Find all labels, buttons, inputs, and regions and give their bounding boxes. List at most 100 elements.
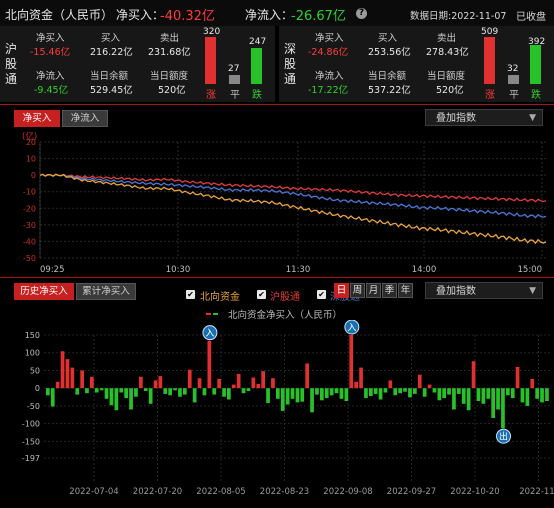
sz-net-inflow-value: -17.22亿 <box>308 85 349 96</box>
period-month[interactable]: 月 <box>366 283 381 298</box>
intraday-xtick-label: 09:25 <box>40 265 65 275</box>
history-bar <box>324 388 329 399</box>
history-bar <box>246 388 251 391</box>
intraday-xtick-label: 11:30 <box>286 265 311 275</box>
flow-marker-circle <box>496 428 512 444</box>
history-bar <box>530 379 535 389</box>
history-bar <box>187 369 192 389</box>
intraday-ytick-label: -20 <box>23 204 36 213</box>
history-bar <box>153 380 158 389</box>
history-bar <box>143 388 148 391</box>
history-ytick-label: 50 <box>30 366 40 375</box>
period-week[interactable]: 周 <box>350 283 365 298</box>
history-bar <box>65 359 70 389</box>
history-bar <box>334 388 339 394</box>
chevron-down-icon: ▼ <box>529 113 536 123</box>
history-bar <box>457 388 461 394</box>
history-overlay-dropdown[interactable]: 叠加指数 ▼ <box>425 282 543 299</box>
sh-down-label: 跌 <box>252 90 262 101</box>
history-bar <box>207 340 212 389</box>
history-bar <box>266 388 270 404</box>
legend-sh-checkbox[interactable]: ✔ <box>257 290 266 299</box>
history-bar <box>178 388 182 397</box>
tab-history-net-buy[interactable]: 历史净买入 <box>14 283 74 300</box>
sh-up-bar <box>205 37 216 84</box>
page-title: 北向资金（人民币） <box>5 8 114 22</box>
legend-down-swatch <box>213 313 218 315</box>
sh-down-count: 247 <box>249 37 267 47</box>
period-year[interactable]: 年 <box>398 283 413 298</box>
legend-sz-checkbox[interactable]: ✔ <box>317 290 326 299</box>
history-bar <box>227 388 231 400</box>
history-bar <box>148 388 153 404</box>
history-bar <box>241 388 246 394</box>
intraday-ytick-label: -10 <box>23 188 36 197</box>
sh-flat-label: 平 <box>230 90 240 101</box>
history-bar <box>124 388 128 399</box>
history-bar <box>300 388 305 402</box>
sh-connect-title: 沪股通 <box>4 42 17 86</box>
history-bar <box>320 388 324 401</box>
history-bar <box>168 388 172 396</box>
history-bar <box>525 388 530 406</box>
legend-sh-label: 沪股通 <box>270 292 300 303</box>
intraday-lines <box>39 173 547 245</box>
history-bar <box>99 388 104 391</box>
sh-flat-count: 27 <box>228 64 240 74</box>
flow-marker-circle <box>202 325 218 341</box>
flow-marker-label: 入 <box>205 328 214 339</box>
tab-cumulative-net-buy[interactable]: 累计净买入 <box>76 283 136 300</box>
sh-buy-label: 买入 <box>101 33 121 44</box>
history-bar <box>261 371 265 389</box>
history-grid <box>44 334 552 483</box>
period-quarter[interactable]: 季 <box>382 283 397 298</box>
intraday-ytick-label: 10 <box>26 155 36 164</box>
info-icon[interactable]: ? <box>356 8 367 19</box>
intraday-chart: (亿) 20 10 0 -10 -20 -30 -40 -50 09:25 10:30 11:30… <box>22 131 547 275</box>
net-buy-label: 净买入： <box>116 8 165 22</box>
history-bar <box>158 376 163 389</box>
history-bar <box>134 388 138 397</box>
history-bar <box>545 388 549 401</box>
sh-quota-value: 520亿 <box>158 85 186 96</box>
history-bar <box>197 378 202 389</box>
history-bar <box>329 388 334 396</box>
history-bar <box>50 388 55 407</box>
sz-buy-label: 买入 <box>378 33 398 44</box>
history-bar <box>476 388 481 401</box>
history-bar <box>378 388 383 400</box>
net-buy-value: -40.32亿 <box>160 9 215 24</box>
history-bar <box>344 388 349 401</box>
history-bar <box>119 388 124 393</box>
history-bar <box>437 388 442 401</box>
history-bar <box>540 388 544 403</box>
history-ytick-label: -150 <box>22 437 40 446</box>
intraday-xtick-label: 14:00 <box>412 265 437 275</box>
legend-north-checkbox[interactable]: ✔ <box>186 290 195 299</box>
history-bar <box>354 381 358 389</box>
overlay-index-dropdown[interactable]: 叠加指数 ▼ <box>425 109 543 126</box>
history-bar <box>256 383 261 389</box>
history-bar <box>501 388 505 429</box>
tab-net-buy[interactable]: 净买入 <box>14 110 60 127</box>
history-bar <box>280 388 285 411</box>
history-bar <box>535 388 539 399</box>
sz-down-label: 跌 <box>531 90 541 101</box>
market-status: 已收盘 <box>516 12 546 23</box>
history-bar <box>466 388 471 411</box>
section-divider-2 <box>0 277 554 278</box>
history-bar <box>90 376 94 389</box>
top-bar: 北向资金（人民币） 净买入： -40.32亿 净流入： -26.67亿 ? 数据… <box>0 0 554 26</box>
sh-line <box>39 173 547 203</box>
flow-marker-out: 出 <box>496 428 512 444</box>
history-bar <box>290 388 295 399</box>
period-day[interactable]: 日 <box>334 283 349 298</box>
history-bar <box>129 388 133 410</box>
history-xtick-label: 2022-09-08 <box>323 487 372 497</box>
history-bar <box>417 374 422 389</box>
sz-connect-panel: 深股通 净买入 -24.86亿 买入 253.56亿 卖出 278.43亿 净流… <box>279 26 554 102</box>
sh-sell-label: 卖出 <box>160 33 180 44</box>
history-bar <box>339 388 344 399</box>
history-bar <box>85 388 89 394</box>
tab-net-inflow[interactable]: 净流入 <box>62 110 108 127</box>
